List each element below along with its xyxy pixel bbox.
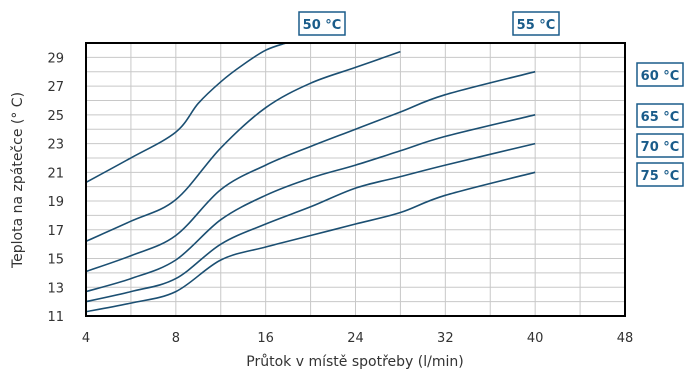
series-label-60c: 60 °C	[636, 62, 684, 87]
y-tick-label: 19	[47, 195, 64, 210]
x-axis-ticks: 4 8 16 24 32 40 48	[82, 331, 633, 346]
y-tick-label: 25	[47, 109, 64, 124]
x-tick-label: 40	[527, 331, 544, 346]
plot-frame	[85, 42, 626, 317]
series-line-50c	[86, 43, 287, 184]
series-label-70c: 70 °C	[636, 133, 684, 158]
series-label-text: 55 °C	[517, 18, 556, 33]
series-line-55c	[86, 50, 401, 243]
series-label-text: 70 °C	[641, 140, 680, 155]
y-tick-label: 23	[47, 138, 64, 153]
series-label-box	[298, 11, 346, 36]
grid-lines	[86, 43, 625, 316]
series-label-box	[512, 11, 560, 36]
series-label-50c: 50 °C	[298, 11, 346, 36]
x-tick-label: 4	[82, 331, 90, 346]
series-lines	[86, 43, 536, 313]
series-label-text: 60 °C	[641, 69, 680, 84]
series-line-60c	[86, 70, 536, 273]
series-label-55c: 55 °C	[512, 11, 560, 36]
series-label-box	[636, 62, 684, 87]
series-label-box	[636, 133, 684, 158]
x-tick-label: 32	[437, 331, 454, 346]
x-tick-label: 16	[257, 331, 274, 346]
x-tick-label: 8	[172, 331, 180, 346]
series-label-box	[636, 103, 684, 128]
series-line-65c	[86, 114, 536, 293]
series-label-box	[636, 162, 684, 187]
series-label-text: 65 °C	[641, 110, 680, 125]
y-tick-label: 27	[47, 80, 64, 95]
series-line-70c	[86, 142, 536, 303]
x-tick-label: 48	[617, 331, 634, 346]
y-tick-label: 17	[47, 224, 64, 239]
x-axis-label: Průtok v místě spotřeby (l/min)	[246, 354, 463, 370]
y-tick-label: 11	[47, 310, 64, 325]
series-label-75c: 75 °C	[636, 162, 684, 187]
y-tick-label: 13	[47, 281, 64, 296]
series-line-75c	[86, 171, 536, 313]
series-label-text: 75 °C	[641, 169, 680, 184]
y-tick-label: 15	[47, 253, 64, 268]
series-label-text: 50 °C	[303, 18, 342, 33]
series-labels: 50 °C 55 °C 60 °C 65 °C 70 °C 75 °C	[298, 11, 684, 187]
x-tick-label: 24	[347, 331, 364, 346]
y-tick-label: 29	[47, 51, 64, 66]
series-label-65c: 65 °C	[636, 103, 684, 128]
y-axis-label: Teplota na zpátečce (° C)	[10, 92, 26, 269]
y-axis-ticks: 11 13 15 17 19 21 23 25 27 29	[47, 51, 64, 325]
y-tick-label: 21	[47, 166, 64, 181]
